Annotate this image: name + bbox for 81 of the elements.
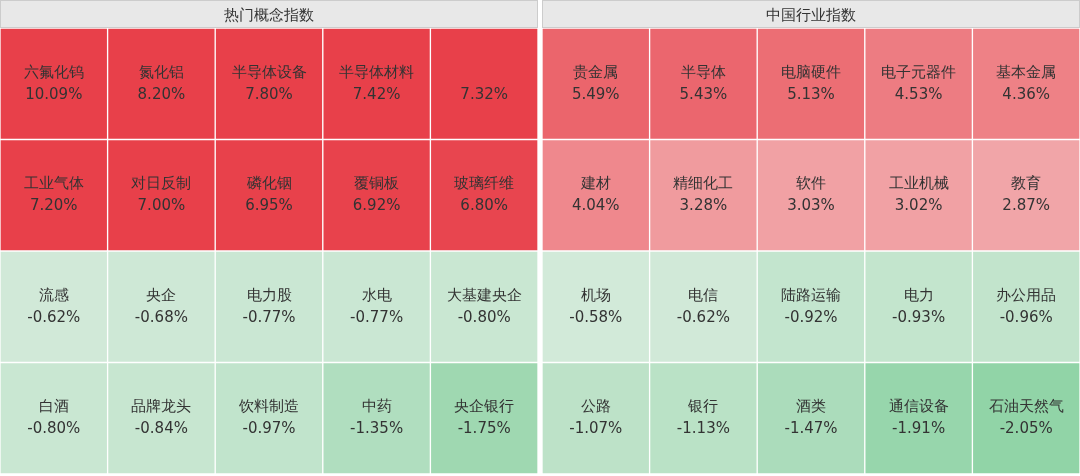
category-label: 覆铜板 xyxy=(354,174,400,193)
data-label: -1.07% xyxy=(569,419,623,438)
category-label: 磷化铟 xyxy=(245,174,292,193)
data-label: 5.43% xyxy=(679,84,728,103)
category-label: 公路 xyxy=(580,397,611,416)
data-label: 7.42% xyxy=(352,84,401,103)
data-label: -0.62% xyxy=(27,307,81,326)
data-label: 3.03% xyxy=(787,196,835,215)
data-label: -0.62% xyxy=(676,307,730,326)
category-label: 基本金属 xyxy=(996,62,1057,81)
category-label: 工业气体 xyxy=(23,174,84,193)
category-label: 工业机械 xyxy=(888,174,949,193)
category-label: 电信 xyxy=(688,285,719,304)
category-label: 电脑硬件 xyxy=(781,62,841,81)
data-label: -1.47% xyxy=(784,419,838,438)
category-label: 陆路运输 xyxy=(781,285,841,304)
category-label: 贵金属 xyxy=(573,62,619,81)
data-label: -0.93% xyxy=(892,307,946,326)
category-label: 半导体 xyxy=(680,62,726,81)
category-label: 石油天然气 xyxy=(988,397,1064,416)
category-label: 中药 xyxy=(361,397,392,416)
category-label: 流感 xyxy=(38,285,69,304)
data-label: -0.96% xyxy=(999,307,1053,326)
data-label: 3.28% xyxy=(679,196,728,215)
category-label: 六氟化钨 xyxy=(23,62,84,81)
data-label: 3.02% xyxy=(894,196,943,215)
data-label: 4.36% xyxy=(1002,84,1051,103)
category-label: 通信设备 xyxy=(888,397,949,416)
category-label: 半导体设备 xyxy=(231,62,307,81)
category-label: 玻璃纤维 xyxy=(454,174,515,193)
category-label: 央企 xyxy=(146,285,177,304)
data-label: -0.80% xyxy=(457,307,511,326)
category-label: 银行 xyxy=(687,397,719,416)
data-label: 6.80% xyxy=(460,196,509,215)
data-label: 7.80% xyxy=(245,84,293,103)
category-label: 办公用品 xyxy=(996,285,1057,304)
category-label: 饮料制造 xyxy=(238,397,299,416)
category-label: 建材 xyxy=(579,174,611,193)
text: 中国行业指数 xyxy=(542,0,1080,28)
data-label: -1.35% xyxy=(350,419,404,438)
data-label: -0.80% xyxy=(27,419,81,438)
data-label: -0.77% xyxy=(350,307,404,326)
data-label: 7.20% xyxy=(29,196,78,215)
category-label: 央企银行 xyxy=(454,397,515,416)
data-label: -2.05% xyxy=(999,419,1053,438)
category-label: 水电 xyxy=(361,285,392,304)
data-label: 4.53% xyxy=(894,84,943,103)
data-label: 7.00% xyxy=(137,196,186,215)
data-label: 10.09% xyxy=(25,84,83,103)
category-label: 半导体材料 xyxy=(339,62,415,81)
data-label: 5.13% xyxy=(787,84,835,103)
category-label: 教育 xyxy=(1011,174,1042,193)
data-label: 6.95% xyxy=(245,196,293,215)
data-label: 7.32% xyxy=(460,84,509,103)
category-label: 机场 xyxy=(580,285,611,304)
category-label: 电子元器件 xyxy=(881,62,957,81)
data-label: 6.92% xyxy=(352,196,401,215)
category-label: 电力股 xyxy=(246,285,292,304)
category-label: 大基建央企 xyxy=(446,285,522,304)
text: 热门概念指数 xyxy=(0,0,538,28)
data-label: 8.20% xyxy=(137,84,186,103)
data-label: -1.75% xyxy=(457,419,511,438)
data-label: 4.04% xyxy=(571,196,620,215)
data-label: -0.84% xyxy=(134,419,188,438)
category-label: 精细化工 xyxy=(673,174,734,193)
data-label: -0.92% xyxy=(784,307,838,326)
category-label: 白酒 xyxy=(38,397,69,416)
data-label: -0.77% xyxy=(242,307,296,326)
category-label: 品牌龙头 xyxy=(131,397,192,416)
data-label: -0.58% xyxy=(569,307,623,326)
data-label: -0.68% xyxy=(134,307,188,326)
data-label: 2.87% xyxy=(1002,196,1051,215)
data-label: -0.97% xyxy=(242,419,296,438)
category-label: 氮化铝 xyxy=(138,62,184,81)
category-label: 对日反制 xyxy=(131,174,192,193)
category-label: 软件 xyxy=(796,174,826,193)
data-label: 5.49% xyxy=(571,84,620,103)
category-label: 电力 xyxy=(903,285,934,304)
data-label: -1.13% xyxy=(676,419,730,438)
category-label: 酒类 xyxy=(796,397,826,416)
data-label: -1.91% xyxy=(892,419,946,438)
